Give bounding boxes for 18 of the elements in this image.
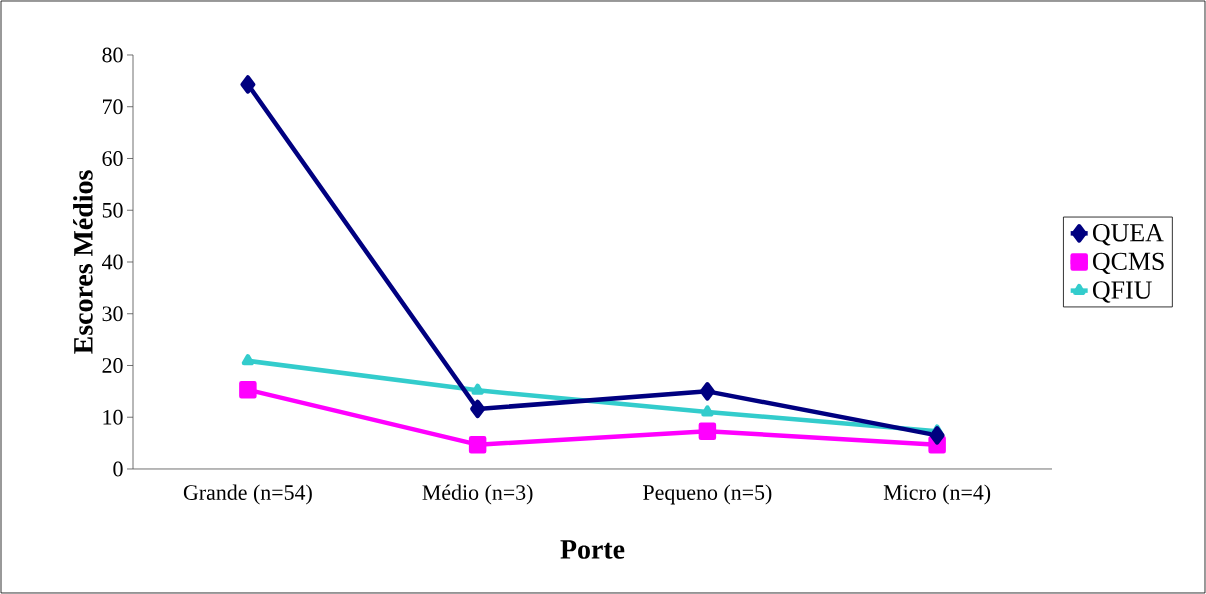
x-tick-label: Micro (n=4) bbox=[883, 484, 991, 505]
y-tick-label: 30 bbox=[102, 306, 123, 322]
legend-label: QCMS bbox=[1092, 252, 1164, 275]
x-tick-label: Médio (n=3) bbox=[422, 484, 533, 505]
y-tick-label: 80 bbox=[102, 47, 123, 63]
y-tick-label: 40 bbox=[101, 254, 123, 270]
y-tick-label: 10 bbox=[103, 409, 123, 425]
legend-label: QUEA bbox=[1092, 224, 1164, 246]
legend-label: QFIU bbox=[1092, 281, 1152, 303]
y-axis-title: Escores Médios bbox=[73, 170, 93, 354]
y-tick-label: 60 bbox=[102, 151, 123, 166]
x-axis-title: Porte bbox=[560, 540, 625, 559]
y-tick-label: 50 bbox=[102, 202, 123, 218]
x-tick-label: Grande (n=54) bbox=[183, 484, 312, 505]
y-tick-label: 70 bbox=[103, 99, 123, 115]
y-tick-label: 20 bbox=[102, 358, 123, 373]
y-tick-label: 0 bbox=[113, 461, 123, 477]
x-tick-label: Pequeno (n=5) bbox=[643, 484, 772, 505]
